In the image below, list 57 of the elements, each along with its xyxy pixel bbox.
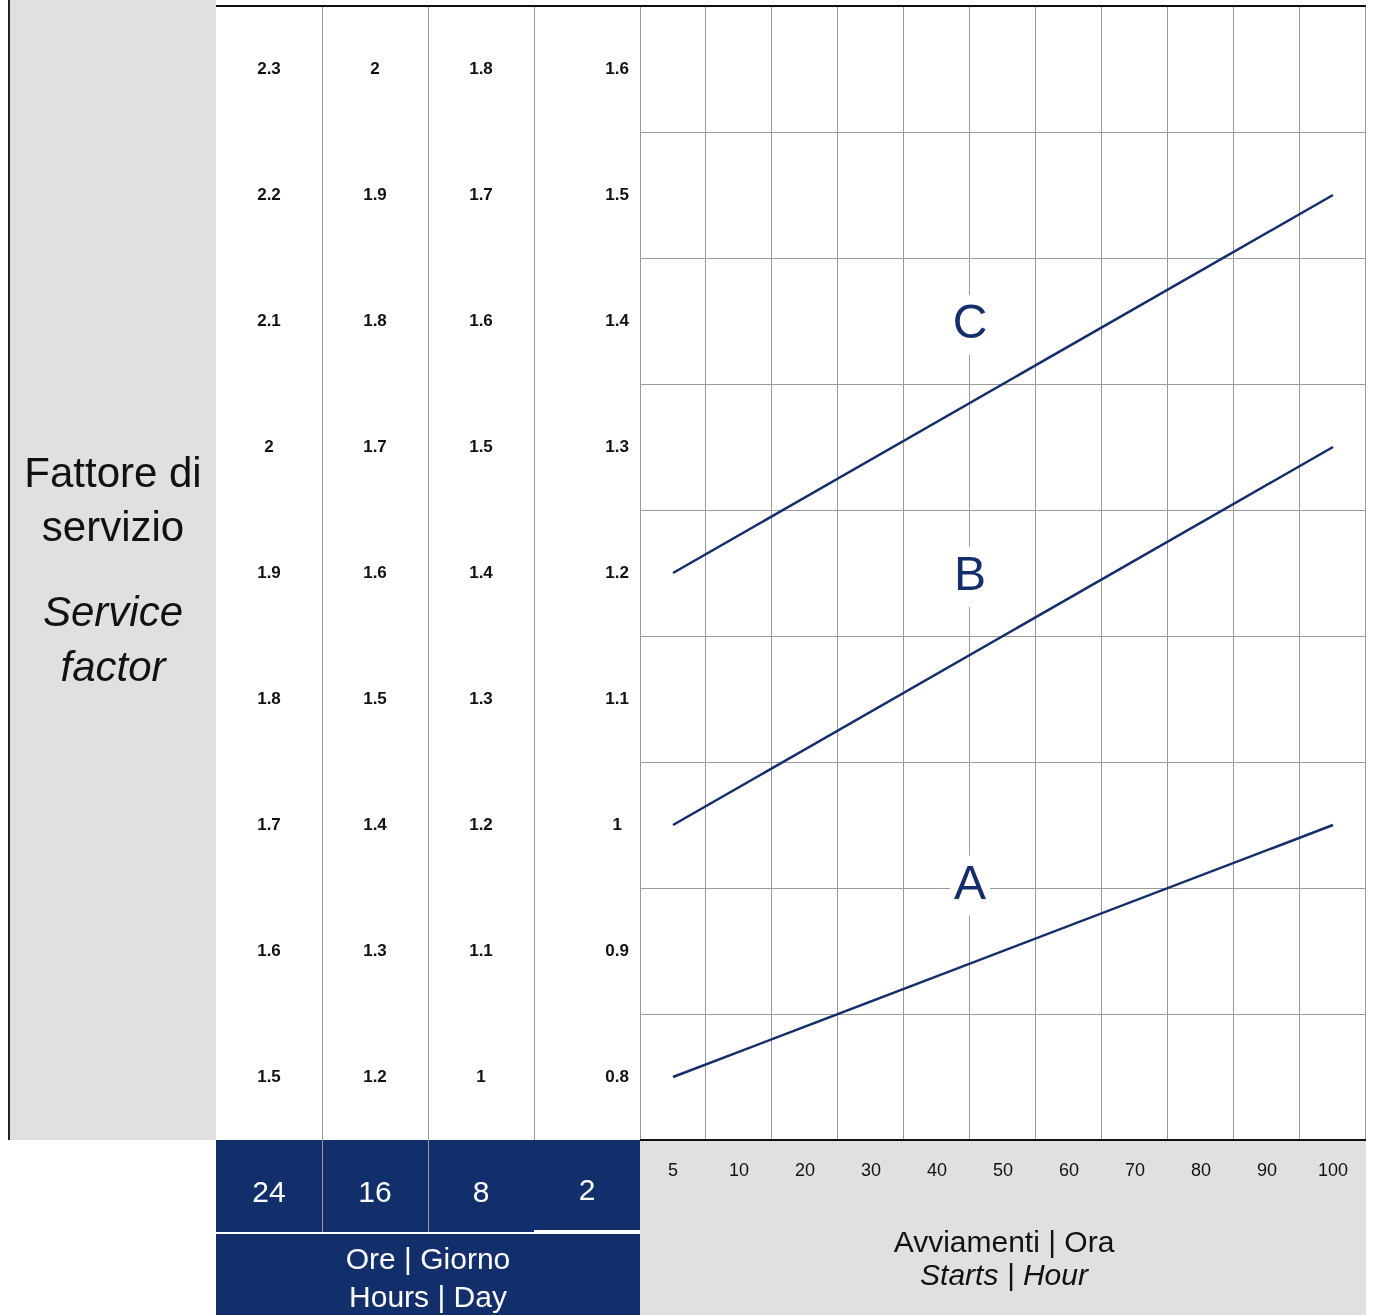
data-label: 1.4 — [363, 814, 388, 834]
x-tick-label: 24 — [252, 1175, 286, 1209]
data-label: 1.6 — [469, 310, 493, 330]
data-label: 1.8 — [363, 310, 387, 330]
y-tick-label: 1.2 — [605, 562, 629, 582]
data-label: 1.3 — [469, 688, 493, 708]
x-tick-label: 8 — [472, 1175, 490, 1209]
y-tick-label: 1.5 — [605, 184, 629, 204]
y-tick-label: 1.6 — [605, 58, 629, 78]
data-label: 2.1 — [257, 310, 281, 330]
data-label: 1.7 — [363, 436, 387, 456]
series-label: C — [952, 295, 988, 349]
y-tick-label: 1.1 — [605, 688, 629, 708]
data-label: 1.6 — [257, 940, 281, 960]
x-tick-label: 30 — [860, 1159, 882, 1180]
y-tick-label: 0.9 — [605, 940, 629, 960]
y-axis-title: 2 — [578, 1173, 596, 1207]
x-tick-label: 60 — [1058, 1159, 1080, 1180]
x-tick-label: 100 — [1317, 1159, 1349, 1180]
data-label: 1 — [476, 1066, 486, 1086]
x-tick-label: 16 — [358, 1175, 392, 1209]
data-label: 1.5 — [469, 436, 493, 456]
data-label: 2.2 — [257, 184, 281, 204]
series-label: A — [953, 855, 986, 909]
data-label: 1.2 — [363, 1066, 387, 1086]
data-label: 1.1 — [469, 940, 493, 960]
data-label: 1.9 — [363, 184, 387, 204]
data-label: 1.3 — [363, 940, 387, 960]
x-tick-label: 70 — [1124, 1159, 1145, 1180]
y-tick-label: 0.8 — [605, 1066, 629, 1086]
data-label: 1.2 — [469, 814, 493, 834]
y-axis-title: Fattore di servizio Service factor — [23, 447, 203, 692]
x-axis-title: Avviamenti | Ora Starts | Hour — [892, 1225, 1116, 1291]
data-label: 2 — [370, 58, 380, 78]
x-axis-title: Ore | Giorno Hours | Day — [344, 1241, 512, 1315]
x-tick-label: 10 — [728, 1159, 750, 1180]
x-tick-label: 5 — [667, 1159, 679, 1180]
data-label: 1.5 — [363, 688, 387, 708]
y-tick-label: 1 — [612, 814, 622, 834]
x-tick-label: 90 — [1256, 1159, 1277, 1180]
data-label: 1.4 — [469, 562, 494, 582]
data-label: 2 — [264, 436, 274, 456]
x-tick-label: 80 — [1190, 1159, 1211, 1180]
y-tick-label: 1.3 — [605, 436, 629, 456]
y-tick-label: 1.4 — [605, 310, 630, 330]
data-label: 1.7 — [257, 814, 281, 834]
data-label: 1.7 — [469, 184, 493, 204]
series-label: B — [953, 547, 986, 601]
data-label: 1.8 — [257, 688, 281, 708]
data-label: 2.3 — [257, 58, 281, 78]
x-tick-label: 40 — [926, 1159, 948, 1180]
data-label: 1.5 — [257, 1066, 281, 1086]
data-label: 1.8 — [469, 58, 493, 78]
x-tick-label: 20 — [794, 1159, 816, 1180]
x-tick-label: 50 — [992, 1159, 1014, 1180]
data-label: 1.6 — [363, 562, 387, 582]
data-label: 1.9 — [257, 562, 281, 582]
